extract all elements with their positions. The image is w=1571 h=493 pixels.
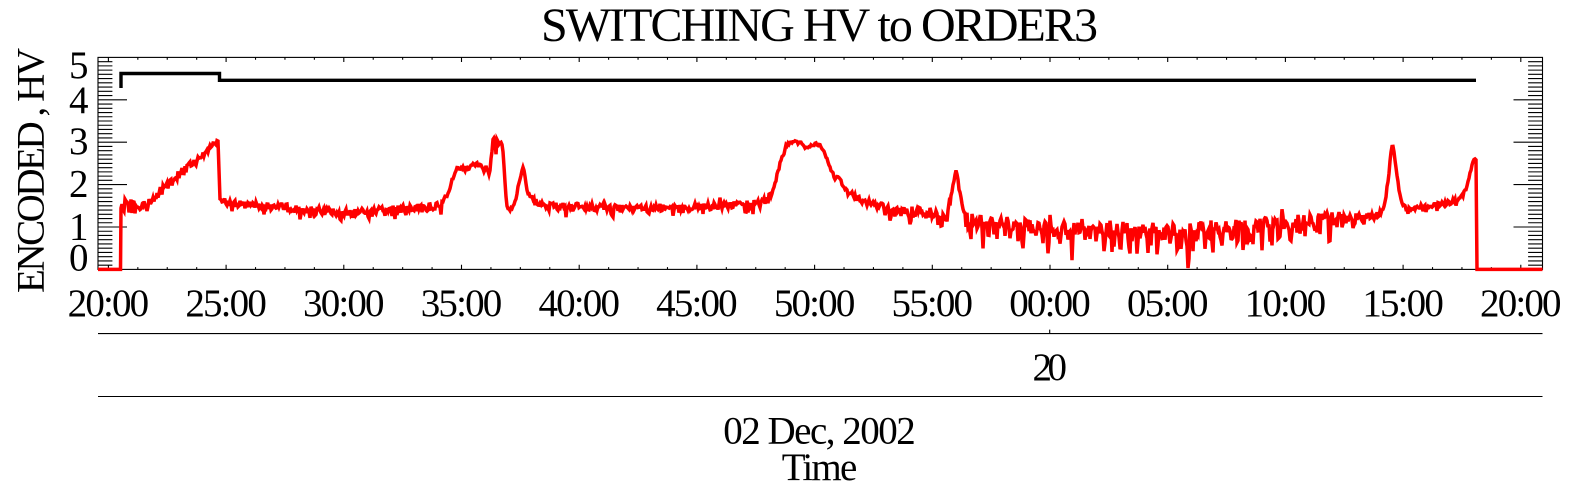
svg-text:45:00: 45:00: [656, 282, 738, 325]
svg-text:00:00: 00:00: [1009, 282, 1091, 325]
svg-text:10:00: 10:00: [1245, 282, 1327, 325]
svg-text:2: 2: [69, 162, 89, 205]
svg-text:40:00: 40:00: [538, 282, 620, 325]
svg-text:50:00: 50:00: [774, 282, 856, 325]
svg-text:15:00: 15:00: [1362, 282, 1444, 325]
svg-text:20:00: 20:00: [1480, 282, 1562, 325]
svg-text:02 Dec, 2002: 02 Dec, 2002: [723, 409, 915, 452]
svg-text:3: 3: [69, 120, 89, 163]
svg-text:35:00: 35:00: [421, 282, 503, 325]
svg-text:25:00: 25:00: [185, 282, 267, 325]
svg-text:1: 1: [69, 206, 89, 249]
svg-text:4: 4: [69, 79, 89, 122]
svg-text:SWITCHING HV to ORDER3: SWITCHING HV to ORDER3: [541, 0, 1098, 52]
svg-text:ENCODED , HV: ENCODED , HV: [10, 48, 53, 293]
svg-text:20: 20: [1032, 346, 1067, 389]
svg-text:5: 5: [69, 44, 89, 87]
svg-text:20:00: 20:00: [68, 282, 149, 325]
svg-text:Time: Time: [782, 446, 858, 489]
svg-text:0: 0: [69, 236, 89, 279]
svg-text:30:00: 30:00: [303, 282, 385, 325]
svg-text:05:00: 05:00: [1127, 282, 1209, 325]
svg-text:55:00: 55:00: [892, 282, 974, 325]
